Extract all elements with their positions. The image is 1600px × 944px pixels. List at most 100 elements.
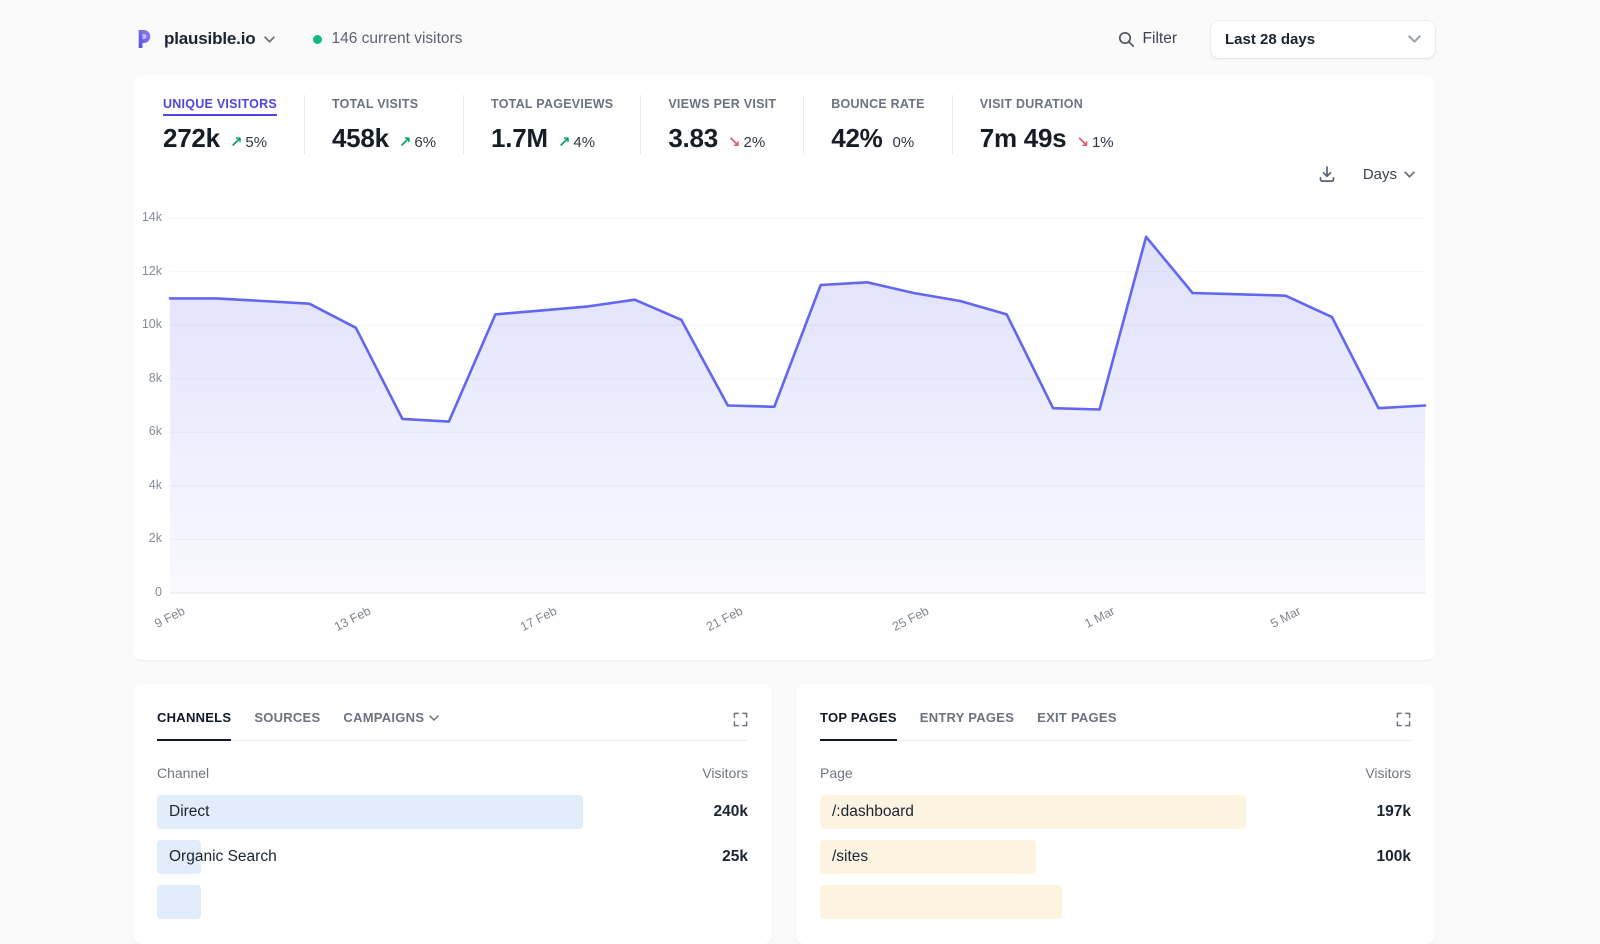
- panel-tab[interactable]: ENTRY PAGES: [920, 710, 1014, 739]
- stat-change-percent: 0%: [892, 134, 915, 151]
- trend-arrow-icon: ↘: [1076, 134, 1089, 151]
- stat-change-percent: 5%: [245, 134, 268, 151]
- stat-metric[interactable]: UNIQUE VISITORS 272k ↗ 5%: [163, 95, 304, 154]
- stat-value: 458k: [331, 123, 389, 153]
- chart-plot: [168, 217, 1427, 594]
- breakdown-row[interactable]: [157, 885, 748, 919]
- trend-arrow-icon: ↘: [727, 134, 741, 151]
- stat-label: TOTAL VISITS: [331, 97, 419, 111]
- y-axis-tick: 4k: [148, 477, 162, 492]
- current-visitors[interactable]: 146 current visitors: [313, 30, 462, 48]
- trend-arrow-icon: ↗: [398, 134, 412, 151]
- panel-tab[interactable]: CAMPAIGNS: [343, 710, 439, 739]
- stat-change-percent: 2%: [743, 134, 766, 151]
- interval-chevron-icon: [1404, 170, 1415, 178]
- breakdown-row[interactable]: Direct 240k: [157, 795, 748, 829]
- y-axis-tick: 2k: [148, 531, 162, 546]
- panel-tab[interactable]: EXIT PAGES: [1037, 710, 1117, 739]
- row-label: /:dashboard: [832, 803, 914, 820]
- stat-change: ↘ 1%: [1076, 133, 1113, 151]
- row-label: /sites: [832, 848, 869, 865]
- panel-tab-label: TOP PAGES: [820, 710, 897, 725]
- visitors-area-chart: 0 2k 4k 6k 8k 10k 12k 14k: [142, 210, 1427, 599]
- x-axis-tick: 9 Feb: [152, 603, 188, 631]
- row-bar: [820, 795, 1246, 829]
- site-name: plausible.io: [164, 29, 256, 48]
- row-label: Direct: [169, 803, 210, 820]
- stat-label: VIEWS PER VISIT: [668, 97, 777, 111]
- column-headers: Page Visitors: [820, 765, 1411, 781]
- site-picker[interactable]: plausible.io: [133, 28, 276, 50]
- panel-tab-label: CAMPAIGNS: [343, 710, 425, 725]
- expand-icon[interactable]: [1396, 710, 1411, 727]
- x-axis-tick: 5 Mar: [1267, 603, 1303, 631]
- row-value: 100k: [1376, 848, 1411, 865]
- breakdown-row[interactable]: Organic Search 25k: [157, 840, 748, 874]
- stat-label: TOTAL PAGEVIEWS: [491, 97, 614, 111]
- trend-arrow-icon: ↗: [229, 134, 243, 151]
- panel-tab[interactable]: CHANNELS: [157, 710, 232, 741]
- column-header-right: Visitors: [702, 765, 748, 781]
- row-bar: [157, 885, 201, 919]
- stat-metric[interactable]: TOTAL VISITS 458k ↗ 6%: [303, 95, 463, 154]
- top-bar: plausible.io 146 current visitors Filter…: [133, 18, 1435, 60]
- stat-metric[interactable]: TOTAL PAGEVIEWS 1.7M ↗ 4%: [463, 95, 640, 154]
- breakdown-row[interactable]: /sites 100k: [820, 840, 1411, 874]
- x-axis-tick: 13 Feb: [332, 603, 374, 634]
- channels-panel: CHANNELS SOURCES CAMPAIGNS Channel Visit: [133, 684, 772, 944]
- search-icon: [1118, 31, 1135, 48]
- stat-metric[interactable]: VISIT DURATION 7m 49s ↘ 1%: [951, 95, 1141, 154]
- row-value: 25k: [722, 848, 748, 865]
- x-axis-tick: 1 Mar: [1081, 603, 1117, 631]
- stat-change-percent: 1%: [1091, 134, 1114, 151]
- y-axis-tick: 14k: [141, 210, 162, 224]
- expand-icon[interactable]: [733, 710, 748, 727]
- interval-select[interactable]: Days: [1363, 166, 1415, 183]
- stat-change: ↘ 2%: [728, 133, 765, 151]
- breakdown-panels: CHANNELS SOURCES CAMPAIGNS Channel Visit: [133, 684, 1435, 944]
- analytics-chart-card: UNIQUE VISITORS 272k ↗ 5% TOTAL VISITS 4…: [133, 75, 1435, 660]
- row-bar: [820, 840, 1036, 874]
- panel-tab-label: ENTRY PAGES: [919, 710, 1015, 725]
- date-range-picker[interactable]: Last 28 days: [1211, 20, 1435, 58]
- filter-button[interactable]: Filter: [1118, 30, 1177, 48]
- pages-panel-tabs: TOP PAGES ENTRY PAGES EXIT PAGES: [820, 710, 1411, 741]
- column-header-right: Visitors: [1365, 765, 1411, 781]
- channels-panel-tabs: CHANNELS SOURCES CAMPAIGNS: [157, 710, 748, 741]
- column-headers: Channel Visitors: [157, 765, 748, 781]
- plausible-logo-icon: [133, 28, 155, 50]
- x-axis-tick: 25 Feb: [889, 603, 931, 634]
- column-header-left: Page: [820, 765, 853, 781]
- stat-label: VISIT DURATION: [979, 97, 1084, 111]
- y-axis-tick: 6k: [148, 424, 162, 439]
- x-axis-tick: 17 Feb: [517, 603, 560, 634]
- breakdown-row[interactable]: [820, 885, 1411, 919]
- stat-metric[interactable]: VIEWS PER VISIT 3.83 ↘ 2%: [640, 95, 803, 154]
- date-range-value: Last 28 days: [1225, 30, 1316, 48]
- row-bar: [157, 795, 583, 829]
- stat-change-percent: 4%: [573, 134, 596, 151]
- stat-change: ↗ 6%: [399, 133, 436, 151]
- chart-toolbar: Days: [133, 160, 1435, 188]
- current-visitors-label: 146 current visitors: [331, 30, 463, 47]
- filter-label: Filter: [1142, 30, 1177, 47]
- panel-tab[interactable]: SOURCES: [254, 710, 320, 739]
- pages-panel: TOP PAGES ENTRY PAGES EXIT PAGES Page Vi: [796, 684, 1435, 944]
- row-bar: [820, 885, 1063, 919]
- pages-rows: /:dashboard 197k /sites 100k: [820, 795, 1411, 919]
- y-axis-tick: 12k: [141, 263, 162, 278]
- stat-metric[interactable]: BOUNCE RATE 42% 0%: [803, 95, 952, 154]
- stat-change: ↗ 5%: [230, 133, 267, 151]
- panel-tab-label: EXIT PAGES: [1037, 710, 1117, 725]
- stat-value: 42%: [831, 123, 883, 153]
- y-axis-tick: 0: [155, 585, 162, 599]
- download-icon[interactable]: [1317, 164, 1337, 184]
- live-dot-icon: [313, 34, 323, 44]
- stat-change: 0%: [893, 134, 915, 151]
- stat-value: 7m 49s: [979, 123, 1067, 153]
- stat-change-percent: 6%: [414, 134, 437, 151]
- breakdown-row[interactable]: /:dashboard 197k: [820, 795, 1411, 829]
- panel-tab[interactable]: TOP PAGES: [820, 710, 897, 741]
- site-picker-chevron-icon: [264, 35, 276, 43]
- chevron-down-icon: [429, 714, 439, 721]
